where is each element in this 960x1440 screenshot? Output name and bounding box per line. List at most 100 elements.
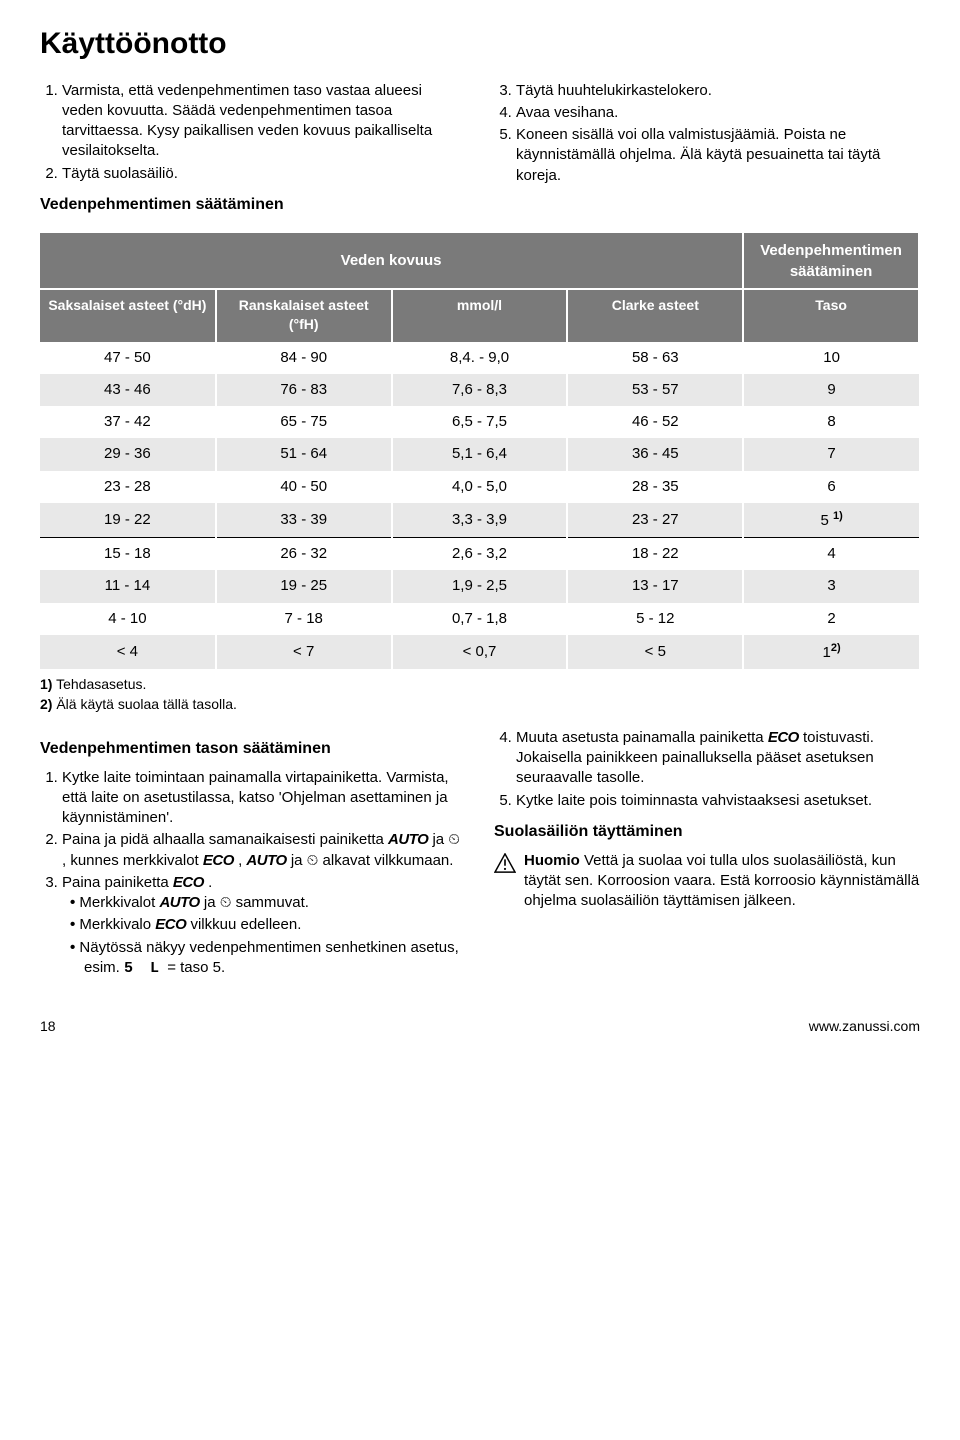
th-col-1: Ranskalaiset asteet (°fH) bbox=[216, 289, 392, 342]
adj-bullet-2: Merkkivalo ECO vilkkuu edelleen. bbox=[84, 915, 466, 935]
table-row: 19 - 2233 - 393,3 - 3,923 - 275 1) bbox=[40, 503, 919, 538]
adj-li-2: Paina ja pidä alhaalla samanaikaisesti p… bbox=[62, 830, 466, 871]
page-title: Käyttöönotto bbox=[40, 24, 920, 65]
table-cell: 4 bbox=[743, 538, 919, 571]
th-col-2: mmol/l bbox=[392, 289, 568, 342]
adj-bullet-1: Merkkivalot AUTO ja ⏲ sammuvat. bbox=[84, 893, 466, 913]
auto-icon: AUTO bbox=[246, 852, 286, 869]
level-adjust-list: Kytke laite toimintaan painamalla virtap… bbox=[40, 768, 466, 980]
page-footer: 18 www.zanussi.com bbox=[40, 1017, 920, 1036]
eco-icon: ECO bbox=[155, 916, 186, 933]
intro-li-4: Avaa vesihana. bbox=[516, 103, 920, 123]
table-cell: 4,0 - 5,0 bbox=[392, 471, 568, 503]
table-row: 15 - 1826 - 322,6 - 3,218 - 224 bbox=[40, 538, 919, 571]
table-cell: 1,9 - 2,5 bbox=[392, 570, 568, 602]
table-cell: 40 - 50 bbox=[216, 471, 392, 503]
hardness-table: Veden kovuus Vedenpehmentimen säätäminen… bbox=[40, 233, 920, 669]
table-cell: 19 - 22 bbox=[40, 503, 216, 538]
th-col-3: Clarke asteet bbox=[567, 289, 743, 342]
table-cell: 18 - 22 bbox=[567, 538, 743, 571]
section2-columns: Vedenpehmentimen tason säätäminen Kytke … bbox=[40, 728, 920, 985]
intro-columns: Varmista, että vedenpehmentimen taso vas… bbox=[40, 81, 920, 224]
table-cell: 11 - 14 bbox=[40, 570, 216, 602]
table-cell: 7,6 - 8,3 bbox=[392, 374, 568, 406]
level-adjust-head: Vedenpehmentimen tason säätäminen bbox=[40, 738, 466, 760]
eco-icon: ECO bbox=[768, 729, 799, 746]
table-cell: 6,5 - 7,5 bbox=[392, 406, 568, 438]
table-row: 11 - 1419 - 251,9 - 2,513 - 173 bbox=[40, 570, 919, 602]
level-adjust-list-right: Muuta asetusta painamalla painiketta ECO… bbox=[494, 728, 920, 811]
th-col-0: Saksalaiset asteet (°dH) bbox=[40, 289, 216, 342]
table-cell: 7 bbox=[743, 438, 919, 470]
footnote-2: 2) Älä käytä suolaa tällä tasolla. bbox=[40, 695, 920, 714]
table-cell: 4 - 10 bbox=[40, 603, 216, 635]
table-cell: 10 bbox=[743, 342, 919, 374]
table-cell: 46 - 52 bbox=[567, 406, 743, 438]
table-cell: 3,3 - 3,9 bbox=[392, 503, 568, 538]
table-cell: 8 bbox=[743, 406, 919, 438]
auto-icon: AUTO bbox=[159, 894, 199, 911]
eco-icon: ECO bbox=[173, 874, 204, 891]
footnote-1: 1) Tehdasasetus. bbox=[40, 675, 920, 694]
eco-icon: ECO bbox=[203, 852, 234, 869]
table-row: 37 - 4265 - 756,5 - 7,546 - 528 bbox=[40, 406, 919, 438]
adj-li-4: Muuta asetusta painamalla painiketta ECO… bbox=[516, 728, 920, 789]
table-cell: 9 bbox=[743, 374, 919, 406]
warning-text: Huomio Vettä ja suolaa voi tulla ulos su… bbox=[524, 851, 920, 912]
intro-li-3: Täytä huuhtelukirkastelokero. bbox=[516, 81, 920, 101]
page-number: 18 bbox=[40, 1017, 56, 1036]
softener-subhead: Vedenpehmentimen säätäminen bbox=[40, 194, 466, 216]
table-cell: 12) bbox=[743, 635, 919, 669]
table-footnotes: 1) Tehdasasetus. 2) Älä käytä suolaa täl… bbox=[40, 675, 920, 714]
table-cell: 65 - 75 bbox=[216, 406, 392, 438]
table-cell: 13 - 17 bbox=[567, 570, 743, 602]
table-cell: 51 - 64 bbox=[216, 438, 392, 470]
table-cell: 33 - 39 bbox=[216, 503, 392, 538]
table-cell: < 7 bbox=[216, 635, 392, 669]
table-cell: 47 - 50 bbox=[40, 342, 216, 374]
table-cell: 37 - 42 bbox=[40, 406, 216, 438]
table-cell: < 5 bbox=[567, 635, 743, 669]
auto-icon: AUTO bbox=[388, 831, 428, 848]
th-hardness: Veden kovuus bbox=[40, 233, 743, 289]
intro-li-5: Koneen sisällä voi olla valmistusjäämiä.… bbox=[516, 125, 920, 186]
table-row: 29 - 3651 - 645,1 - 6,436 - 457 bbox=[40, 438, 919, 470]
table-cell: 29 - 36 bbox=[40, 438, 216, 470]
table-cell: 19 - 25 bbox=[216, 570, 392, 602]
warning-icon bbox=[494, 853, 516, 873]
intro-list-right: Täytä huuhtelukirkastelokero. Avaa vesih… bbox=[494, 81, 920, 186]
adj-li-5: Kytke laite pois toiminnasta vahvistaaks… bbox=[516, 791, 920, 811]
table-cell: 53 - 57 bbox=[567, 374, 743, 406]
th-col-4: Taso bbox=[743, 289, 919, 342]
table-cell: 15 - 18 bbox=[40, 538, 216, 571]
table-cell: 28 - 35 bbox=[567, 471, 743, 503]
table-cell: 26 - 32 bbox=[216, 538, 392, 571]
intro-list-left: Varmista, että vedenpehmentimen taso vas… bbox=[40, 81, 466, 184]
table-cell: 5 1) bbox=[743, 503, 919, 538]
table-cell: 43 - 46 bbox=[40, 374, 216, 406]
table-cell: 23 - 27 bbox=[567, 503, 743, 538]
salt-fill-head: Suolasäiliön täyttäminen bbox=[494, 821, 920, 843]
table-cell: 5,1 - 6,4 bbox=[392, 438, 568, 470]
table-cell: 6 bbox=[743, 471, 919, 503]
table-cell: 8,4. - 9,0 bbox=[392, 342, 568, 374]
delay-icon: ⏲ bbox=[307, 852, 319, 869]
table-cell: 5 - 12 bbox=[567, 603, 743, 635]
adj-li-1: Kytke laite toimintaan painamalla virtap… bbox=[62, 768, 466, 829]
table-row: 47 - 5084 - 908,4. - 9,058 - 6310 bbox=[40, 342, 919, 374]
table-cell: 23 - 28 bbox=[40, 471, 216, 503]
table-cell: 58 - 63 bbox=[567, 342, 743, 374]
table-cell: 84 - 90 bbox=[216, 342, 392, 374]
table-cell: 7 - 18 bbox=[216, 603, 392, 635]
table-row: 23 - 2840 - 504,0 - 5,028 - 356 bbox=[40, 471, 919, 503]
adj-li-3: Paina painiketta ECO . Merkkivalot AUTO … bbox=[62, 873, 466, 979]
table-cell: 2,6 - 3,2 bbox=[392, 538, 568, 571]
table-row: 43 - 4676 - 837,6 - 8,353 - 579 bbox=[40, 374, 919, 406]
adj-bullet-3: Näytössä näkyy vedenpehmentimen senhetki… bbox=[84, 938, 466, 980]
table-cell: < 0,7 bbox=[392, 635, 568, 669]
site-url: www.zanussi.com bbox=[809, 1017, 920, 1036]
intro-li-2: Täytä suolasäiliö. bbox=[62, 164, 466, 184]
table-cell: < 4 bbox=[40, 635, 216, 669]
delay-icon: ⏲ bbox=[448, 831, 460, 848]
intro-li-1: Varmista, että vedenpehmentimen taso vas… bbox=[62, 81, 466, 162]
